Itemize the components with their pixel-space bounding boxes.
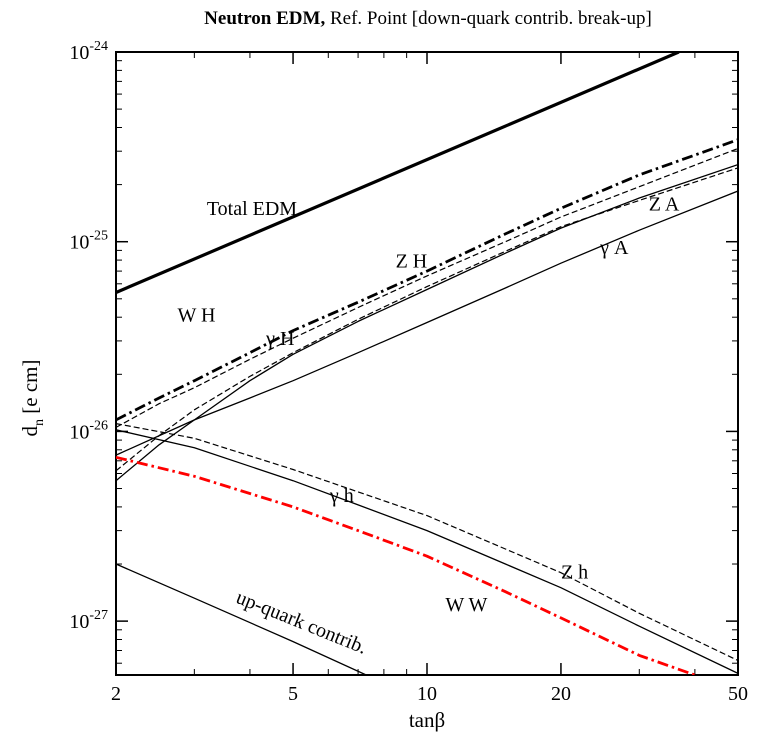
- y-tick-exp: -24: [89, 39, 108, 54]
- series-line-a: [116, 190, 738, 456]
- y-axis-label-main: d: [18, 425, 42, 436]
- curve-label: γ H: [265, 328, 294, 350]
- curve-label: Total EDM: [207, 198, 297, 220]
- chart-title: Neutron EDM, Ref. Point [down-quark cont…: [118, 8, 738, 30]
- plot-frame: [115, 51, 739, 676]
- y-axis-label-sub: n: [32, 419, 47, 426]
- chart-title-rest: Ref. Point [down-quark contrib. break-up…: [325, 8, 652, 29]
- series-line-z-a: [116, 167, 738, 472]
- curve-label: γ h: [329, 485, 354, 507]
- tick-marks: [115, 51, 739, 675]
- curve-label: Z A: [649, 194, 680, 216]
- series-line-h: [116, 163, 738, 482]
- x-tick-label: 2: [111, 683, 121, 705]
- series-line-h: [116, 429, 738, 674]
- curve-label: up-quark contrib.: [233, 586, 370, 658]
- y-tick-exp: -25: [89, 229, 108, 244]
- series-line-up-quark-contrib: [116, 563, 367, 675]
- series-line-w-h: [116, 138, 738, 422]
- series-group: [116, 52, 738, 675]
- curve-label: W W: [445, 594, 487, 616]
- y-axis-label-unit: [e cm]: [18, 360, 42, 419]
- curve-labels: Total EDM W H Z H Z A γ A γ H γ h Z h W W up-quar…: [178, 194, 680, 659]
- y-tick-base: 10: [69, 42, 89, 64]
- curve-label: Z H: [396, 251, 428, 273]
- y-tick-label: 10-27: [69, 608, 108, 633]
- y-tick-exp: -26: [89, 418, 108, 433]
- x-tick-label: 5: [288, 683, 298, 705]
- y-tick-base: 10: [69, 421, 89, 443]
- curve-label: W H: [178, 304, 216, 326]
- y-tick-base: 10: [69, 611, 89, 633]
- y-tick-label: 10-25: [69, 229, 108, 254]
- y-tick-base: 10: [69, 232, 89, 254]
- y-tick-exp: -27: [89, 608, 108, 623]
- curve-label: γ A: [599, 237, 629, 259]
- curve-label: Z h: [561, 561, 588, 583]
- x-axis-label: tanβ: [409, 708, 445, 732]
- y-tick-label: 10-26: [69, 418, 108, 443]
- series-line-total-edm: [116, 52, 680, 294]
- series-line-z-h: [116, 423, 738, 662]
- series-line-z-h: [116, 147, 738, 428]
- chart-title-bold: Neutron EDM,: [204, 8, 326, 29]
- x-tick-label: 50: [728, 683, 748, 705]
- y-tick-label: 10-24: [69, 39, 108, 64]
- x-tick-label: 10: [417, 683, 437, 705]
- x-tick-label: 20: [551, 683, 571, 705]
- y-axis-label: dn [e cm]: [18, 360, 47, 437]
- series-line-w-w: [116, 455, 696, 675]
